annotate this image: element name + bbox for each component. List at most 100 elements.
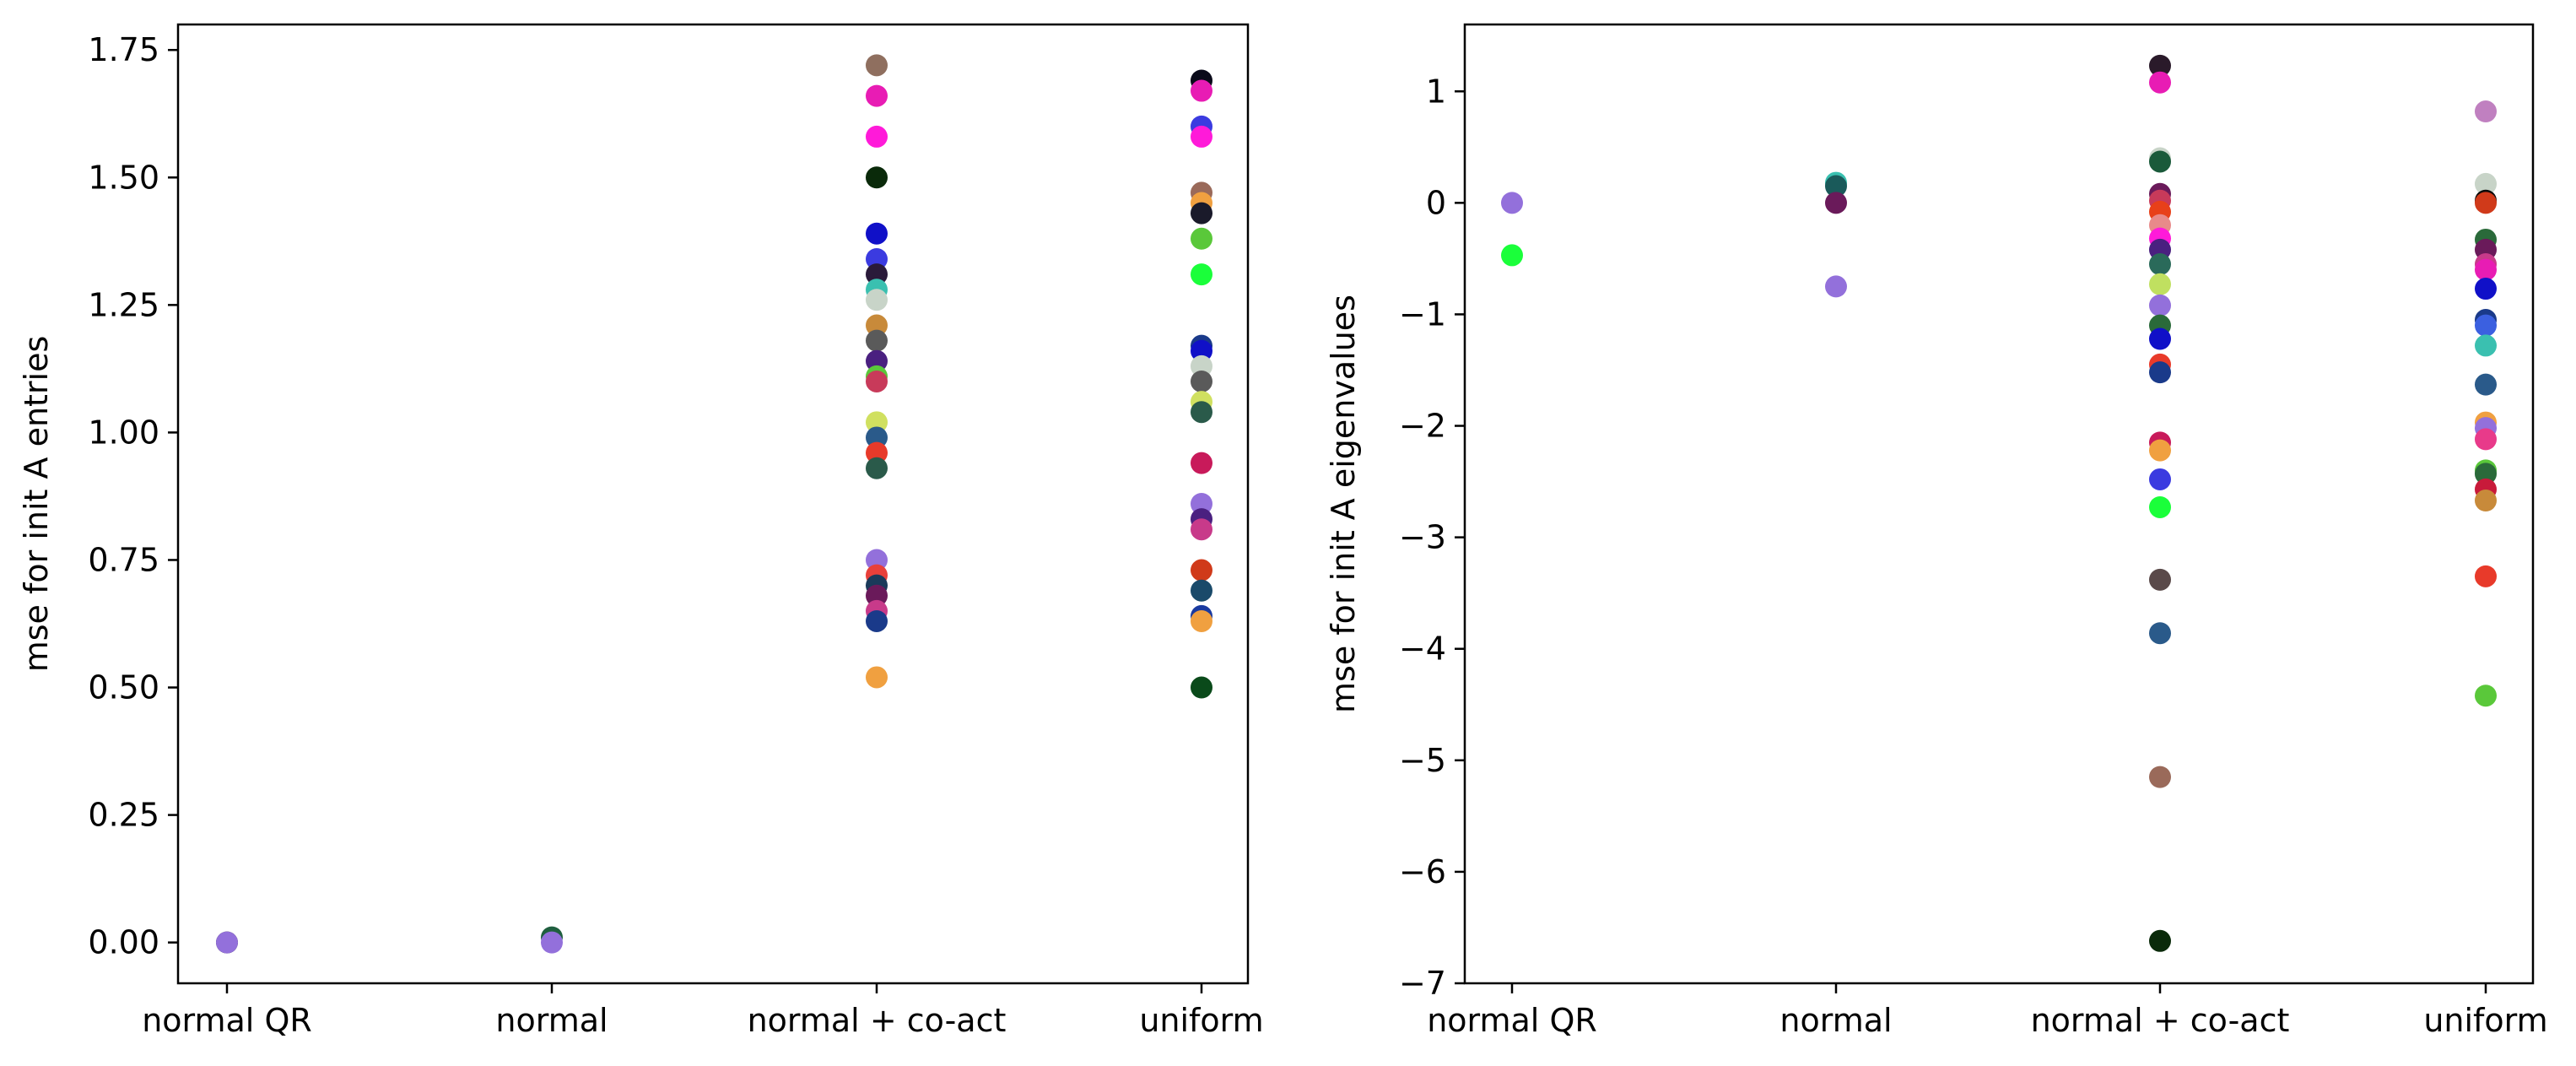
data-point bbox=[1191, 559, 1212, 582]
data-point bbox=[866, 247, 888, 270]
data-point bbox=[2475, 334, 2497, 357]
data-point bbox=[2149, 929, 2171, 952]
data-point bbox=[216, 931, 238, 954]
y-tick-label: −6 bbox=[1399, 853, 1446, 890]
x-tick-label: normal bbox=[1779, 1002, 1892, 1039]
data-point bbox=[1191, 125, 1212, 148]
data-point bbox=[866, 457, 888, 479]
data-point bbox=[2149, 439, 2171, 462]
y-tick-label: 0.25 bbox=[88, 797, 159, 834]
data-point bbox=[2149, 54, 2171, 77]
plot-frame bbox=[176, 23, 1250, 985]
data-point bbox=[1825, 192, 1847, 214]
data-point bbox=[1825, 275, 1847, 298]
data-point bbox=[866, 441, 888, 464]
x-tick-label: normal QR bbox=[142, 1002, 312, 1039]
y-tick-label: 0.50 bbox=[88, 669, 159, 706]
x-tick-label: normal QR bbox=[1427, 1002, 1597, 1039]
plot-frame bbox=[1463, 23, 2535, 985]
x-tick-label: normal bbox=[495, 1002, 608, 1039]
data-point bbox=[1191, 493, 1212, 515]
data-point bbox=[866, 584, 888, 607]
x-tick-label: uniform bbox=[1139, 1002, 1263, 1039]
data-point bbox=[2475, 314, 2497, 337]
x-tick-label: normal + co-act bbox=[748, 1002, 1007, 1039]
data-point bbox=[2149, 71, 2171, 94]
data-point bbox=[866, 666, 888, 689]
data-point bbox=[2475, 373, 2497, 396]
data-point bbox=[2475, 192, 2497, 214]
x-tick-label: uniform bbox=[2423, 1002, 2547, 1039]
y-tick-label: −4 bbox=[1399, 630, 1446, 668]
data-point bbox=[866, 54, 888, 77]
data-point bbox=[1501, 192, 1523, 214]
y-tick-label: 0 bbox=[1426, 184, 1446, 221]
y-tick-label: 0.75 bbox=[88, 541, 159, 578]
data-point bbox=[1191, 370, 1212, 392]
data-point bbox=[2149, 150, 2171, 173]
y-tick-label: −5 bbox=[1399, 742, 1446, 779]
data-point bbox=[2149, 253, 2171, 275]
data-point bbox=[2475, 172, 2497, 195]
data-point bbox=[866, 263, 888, 286]
data-point bbox=[1501, 244, 1523, 267]
data-point bbox=[2149, 568, 2171, 591]
data-point bbox=[1191, 579, 1212, 602]
data-point bbox=[2475, 490, 2497, 512]
y-tick-label: −3 bbox=[1399, 519, 1446, 556]
data-point bbox=[866, 609, 888, 632]
y-axis-label: mse for init A entries bbox=[18, 336, 55, 673]
data-point bbox=[1191, 339, 1212, 362]
data-point bbox=[866, 125, 888, 148]
y-axis-label: mse for init A eigenvalues bbox=[1325, 295, 1362, 713]
data-point bbox=[1191, 609, 1212, 632]
data-point bbox=[866, 314, 888, 337]
data-point bbox=[866, 222, 888, 245]
data-point bbox=[866, 166, 888, 189]
data-point bbox=[1191, 401, 1212, 424]
y-tick-label: −2 bbox=[1399, 408, 1446, 445]
data-point bbox=[866, 370, 888, 392]
data-point bbox=[1191, 79, 1212, 102]
data-point bbox=[1191, 452, 1212, 474]
data-point bbox=[1825, 175, 1847, 198]
y-tick-label: 1.00 bbox=[88, 414, 159, 451]
data-point bbox=[1191, 202, 1212, 225]
y-tick-label: −7 bbox=[1399, 965, 1446, 1002]
data-point bbox=[2475, 685, 2497, 707]
data-point bbox=[866, 426, 888, 449]
data-point bbox=[2149, 622, 2171, 645]
y-tick-label: 1.25 bbox=[88, 286, 159, 323]
x-tick-label: normal + co-act bbox=[2031, 1002, 2290, 1039]
data-point bbox=[2149, 327, 2171, 350]
data-point bbox=[2475, 565, 2497, 587]
data-point bbox=[2475, 278, 2497, 300]
data-point bbox=[1191, 518, 1212, 541]
data-point bbox=[866, 289, 888, 311]
chart-left-mse-entries: 0.00 0.25 0.50 0.75 1.00 1.25 1.50 1.75 normal Q… bbox=[18, 23, 1264, 1039]
y-tick-label: 1.75 bbox=[88, 31, 159, 68]
data-point bbox=[541, 931, 563, 954]
data-point bbox=[866, 411, 888, 434]
data-point bbox=[2149, 361, 2171, 384]
y-tick-label: 1.50 bbox=[88, 159, 159, 196]
data-point bbox=[2149, 766, 2171, 788]
data-point bbox=[2475, 100, 2497, 123]
data-point bbox=[1191, 227, 1212, 250]
data-point bbox=[866, 349, 888, 372]
data-point bbox=[2475, 258, 2497, 281]
y-tick-label: −1 bbox=[1399, 295, 1446, 333]
data-point bbox=[2149, 294, 2171, 317]
data-point bbox=[1191, 263, 1212, 286]
data-point bbox=[866, 84, 888, 107]
data-point bbox=[2475, 463, 2497, 485]
data-point bbox=[2475, 428, 2497, 451]
data-point bbox=[1191, 676, 1212, 699]
data-point bbox=[2149, 273, 2171, 295]
data-point bbox=[2149, 495, 2171, 518]
data-point bbox=[2149, 468, 2171, 490]
data-point bbox=[866, 329, 888, 352]
y-tick-label: 1 bbox=[1426, 73, 1446, 110]
